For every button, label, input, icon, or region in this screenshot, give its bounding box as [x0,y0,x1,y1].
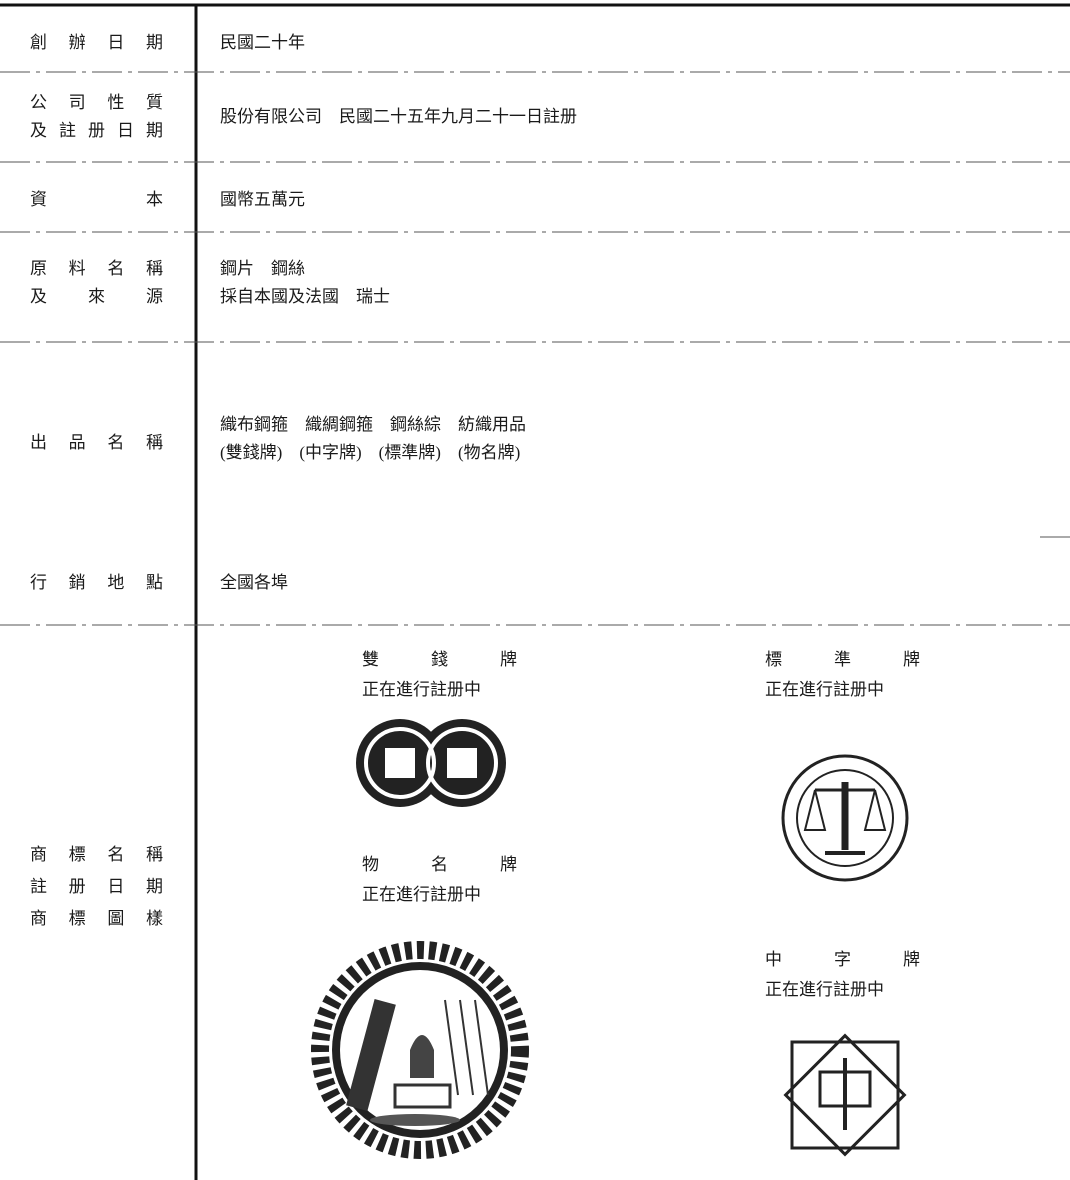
row-label: 商標名稱 [30,845,163,864]
trademark-status: 正在進行註册中 [765,680,884,699]
row-label: 及註册日期 [30,121,163,140]
trademark: 物名牌 正在進行註册中 [362,850,517,910]
logo-zhong [783,1033,907,1157]
row-value: 全國各埠 [220,573,288,592]
row-value: (雙錢牌) (中字牌) (標準牌) (物名牌) [220,443,521,462]
row-value: 股份有限公司 民國二十五年九月二十一日註册 [220,107,577,126]
row-label: 資本 [30,190,163,209]
trademark-status: 正在進行註册中 [765,980,884,999]
row-value: 鋼片 鋼絲 [220,259,305,278]
trademark-name: 標準牌 [765,650,920,669]
trademark-status: 正在進行註册中 [362,885,481,904]
row-label: 註册日期 [30,877,163,896]
row-value: 民國二十年 [220,33,305,52]
trademark: 標準牌 正在進行註册中 [765,645,920,705]
row-label: 及來源 [30,287,163,306]
logo-gear [311,941,529,1159]
row-label: 行銷地點 [30,573,163,592]
row-value: 採自本國及法國 瑞士 [220,287,390,306]
row-value: 織布鋼箍 織綢鋼箍 鋼絲綜 紡織用品 [220,415,526,434]
row-label: 出品名稱 [30,433,163,452]
trademark-name: 雙錢牌 [362,650,517,669]
trademark: 雙錢牌 正在進行註册中 [362,645,517,705]
logo-balance [781,754,909,882]
trademark-status: 正在進行註册中 [362,680,481,699]
logo-double-coin [356,719,506,807]
row-label: 原料名稱 [30,259,163,278]
trademark: 中字牌 正在進行註册中 [765,945,920,1005]
trademark-name: 中字牌 [765,950,920,969]
row-label: 公司性質 [30,93,163,112]
row-label: 商標圖樣 [30,909,163,928]
trademark-name: 物名牌 [362,855,517,874]
row-value: 國幣五萬元 [220,190,305,209]
row-separators [0,71,1070,626]
row-label: 創辦日期 [30,33,163,52]
